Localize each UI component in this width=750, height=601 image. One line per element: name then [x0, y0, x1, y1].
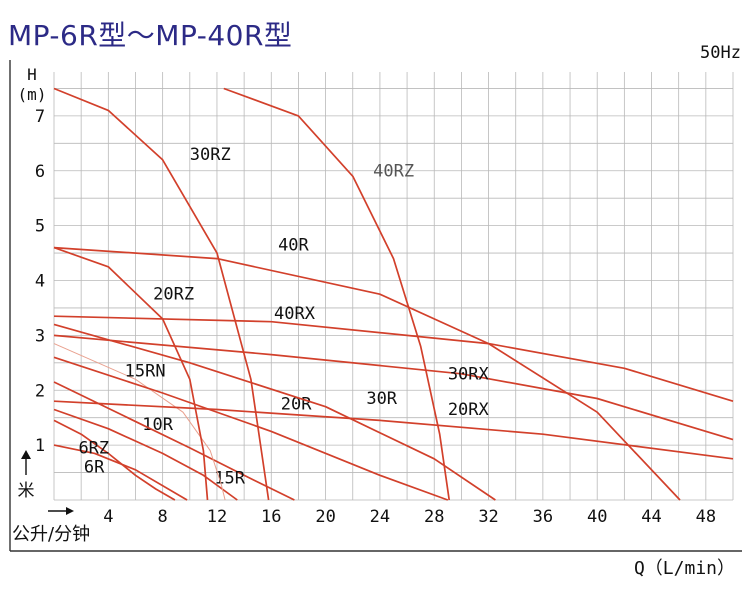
- y-unit-arrowhead: [21, 450, 31, 459]
- x-tick-label: 48: [696, 507, 716, 527]
- x-tick-label: 12: [207, 507, 227, 527]
- series-line-6r: [53, 444, 188, 501]
- axis-labels: 50Hz H(m) 米公升/分钟 Q（L/min）: [12, 43, 741, 579]
- x-tick-label: 28: [424, 507, 444, 527]
- grid: [53, 72, 734, 501]
- series-group: 6R6RZ10R15R15RN20R20RZ20RX30R30RX30RZ40R…: [53, 87, 734, 501]
- y-tick-label: 3: [35, 326, 45, 346]
- series-line-40rz: [223, 87, 451, 501]
- series-label-40rx: 40RX: [274, 304, 316, 324]
- y-unit-label: 米: [18, 481, 35, 501]
- series-line-30r: [53, 323, 496, 501]
- x-tick-label: 24: [370, 507, 390, 527]
- y-axis-label: (m): [18, 85, 47, 104]
- y-tick-label: 1: [35, 436, 45, 456]
- series-label-40r: 40R: [278, 235, 309, 255]
- x-axis-label: Q（L/min）: [634, 558, 735, 579]
- series-line-20r: [53, 356, 449, 501]
- series-label-10r: 10R: [142, 415, 173, 435]
- series-line-30rz: [53, 87, 270, 501]
- chart-title: MP-6R型～MP-40R型: [8, 19, 293, 52]
- series-line-6rz: [53, 419, 176, 501]
- x-tick-label: 4: [103, 507, 113, 527]
- series-line-15rn: [53, 343, 226, 501]
- y-tick-label: 4: [35, 272, 45, 292]
- series-label-30rz: 30RZ: [190, 145, 231, 165]
- x-tick-label: 20: [315, 507, 335, 527]
- series-label-20rz: 20RZ: [153, 285, 194, 305]
- y-tick-label: 2: [35, 381, 45, 401]
- series-line-20rx: [53, 400, 734, 460]
- y-tick-label: 7: [35, 107, 45, 127]
- series-label-20rx: 20RX: [448, 400, 490, 420]
- axes: [9, 60, 742, 552]
- x-tick-label: 16: [261, 507, 281, 527]
- x-tick-label: 8: [158, 507, 168, 527]
- series-line-20rz: [53, 246, 209, 501]
- x-unit-label: 公升/分钟: [12, 524, 90, 545]
- y-axis-label: H: [27, 65, 37, 84]
- frequency-label: 50Hz: [700, 43, 741, 63]
- series-label-6rz: 6RZ: [78, 438, 109, 458]
- series-label-15r: 15R: [214, 469, 245, 489]
- y-tick-label: 6: [35, 162, 45, 182]
- series-label-30rx: 30RX: [448, 364, 490, 384]
- series-label-6r: 6R: [84, 458, 105, 478]
- x-tick-label: 36: [533, 507, 553, 527]
- series-line-40r: [53, 246, 681, 501]
- x-unit-arrowhead: [66, 507, 74, 515]
- series-line-10r: [53, 408, 238, 501]
- series-label-15rn: 15RN: [125, 362, 166, 382]
- series-label-30r: 30R: [366, 389, 397, 409]
- series-line-40rx: [53, 315, 734, 403]
- y-tick-label: 5: [35, 217, 45, 237]
- x-tick-label: 32: [478, 507, 498, 527]
- x-tick-label: 44: [641, 507, 661, 527]
- x-tick-label: 40: [587, 507, 607, 527]
- series-line-30rx: [53, 334, 734, 441]
- series-label-40rz: 40RZ: [373, 161, 414, 181]
